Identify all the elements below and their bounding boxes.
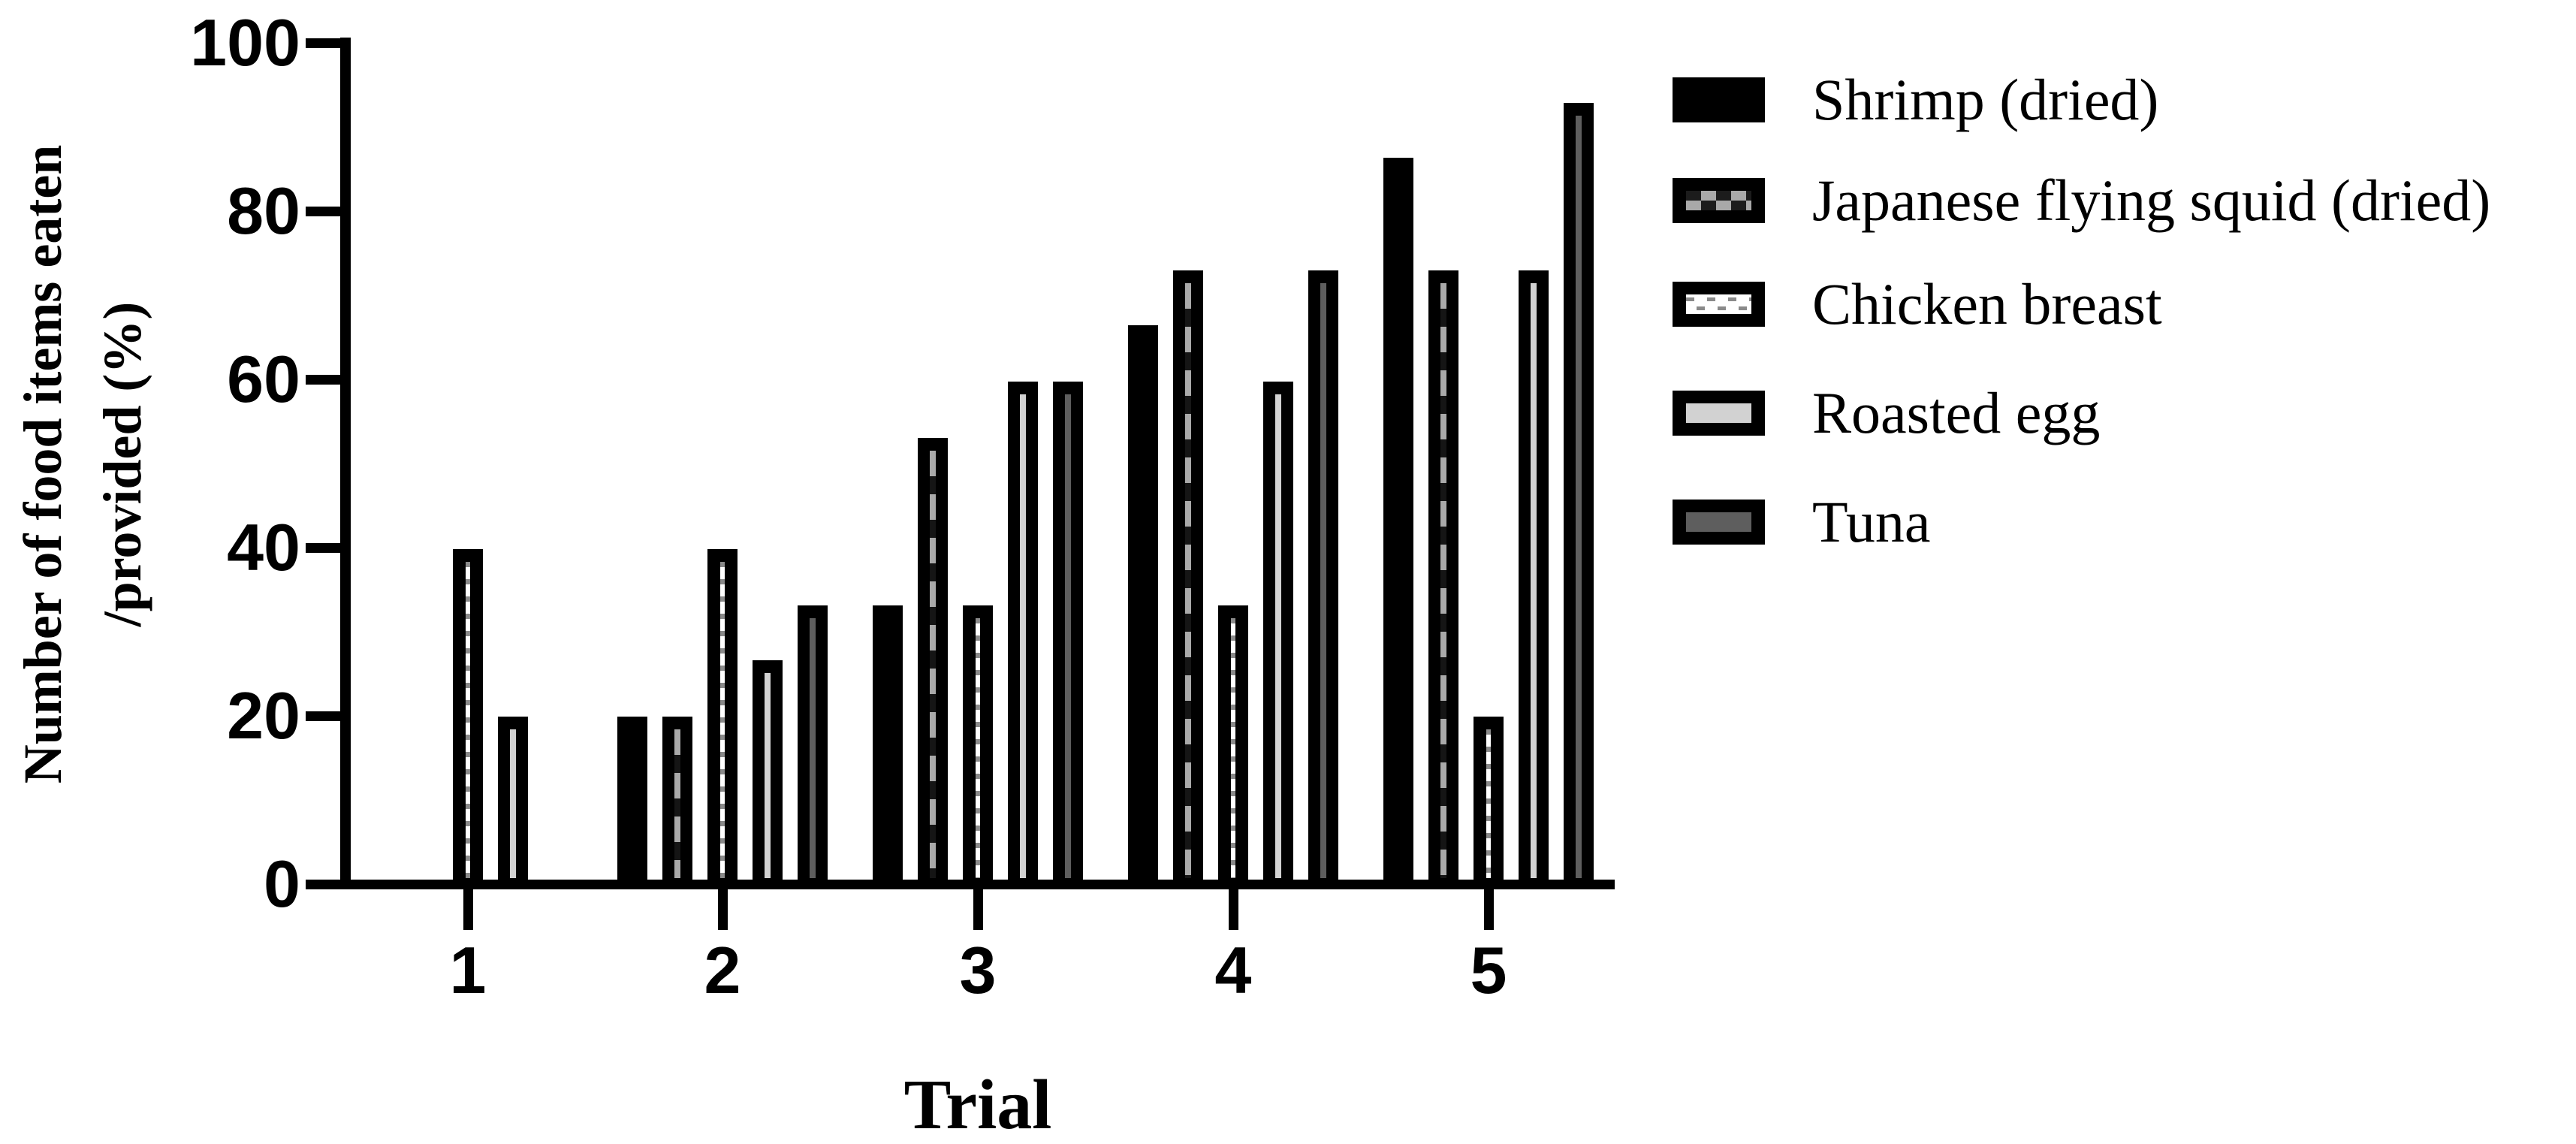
- bar-stripe: [1576, 116, 1582, 878]
- bar-stripe: [1275, 394, 1281, 878]
- x-tick: [1229, 889, 1238, 930]
- y-tick-label: 80: [227, 174, 300, 248]
- bar: [1053, 382, 1083, 884]
- bar: [753, 660, 783, 884]
- x-tick: [973, 889, 983, 930]
- legend-swatch: [1673, 282, 1765, 327]
- bar: [798, 605, 828, 884]
- legend-label: Chicken breast: [1812, 271, 2162, 337]
- x-tick: [1484, 889, 1494, 930]
- bar-stripe: [1231, 618, 1235, 878]
- legend-swatch: [1673, 391, 1765, 436]
- bar: [1263, 382, 1293, 884]
- bar: [1173, 270, 1203, 884]
- legend-swatch: [1673, 77, 1765, 122]
- x-axis-line: [340, 880, 1615, 889]
- bar: [1008, 382, 1038, 884]
- y-tick: [306, 543, 340, 553]
- y-tick-label: 40: [227, 510, 300, 584]
- bar-stripe: [720, 562, 725, 878]
- bar: [662, 717, 692, 884]
- bar: [1428, 270, 1458, 884]
- bar-stripe: [810, 618, 816, 878]
- x-tick: [463, 889, 473, 930]
- y-tick-label: 100: [190, 5, 300, 80]
- bar: [918, 438, 948, 884]
- bar: [873, 605, 903, 884]
- bar: [1308, 270, 1338, 884]
- y-axis-title-line1: Number of food items eaten: [13, 144, 73, 784]
- bar-stripe: [976, 618, 980, 878]
- bar: [453, 549, 483, 884]
- bar: [707, 549, 738, 884]
- x-axis-title: Trial: [903, 1066, 1052, 1144]
- bar-stripe: [930, 451, 936, 878]
- y-tick-label: 20: [227, 678, 300, 753]
- bar-stripe: [1440, 283, 1446, 878]
- bar-stripe: [1486, 729, 1491, 878]
- x-tick-label: 5: [1470, 933, 1507, 1007]
- x-tick-label: 2: [704, 933, 741, 1007]
- x-tick-label: 3: [959, 933, 997, 1007]
- bar: [1519, 270, 1549, 884]
- bar: [1218, 605, 1248, 884]
- bar: [1474, 717, 1504, 884]
- bar: [1564, 103, 1594, 884]
- bar-stripe: [1531, 283, 1537, 878]
- bar-stripe: [1065, 394, 1071, 878]
- bar: [1128, 325, 1158, 884]
- legend-label: Tuna: [1812, 489, 1931, 554]
- x-tick-label: 4: [1214, 933, 1252, 1007]
- y-tick: [306, 375, 340, 385]
- y-tick-label: 60: [227, 342, 300, 416]
- bar: [498, 717, 528, 884]
- bar: [617, 717, 647, 884]
- bar: [1383, 158, 1413, 884]
- y-tick: [306, 207, 340, 216]
- y-tick-label: 0: [264, 847, 300, 921]
- legend-swatch: [1673, 500, 1765, 545]
- bar: [963, 605, 993, 884]
- x-tick: [718, 889, 728, 930]
- bar-stripe: [1020, 394, 1026, 878]
- y-tick: [306, 38, 340, 48]
- bar-stripe: [765, 673, 771, 878]
- legend-label: Japanese flying squid (dried): [1812, 168, 2491, 233]
- bar-stripe: [510, 729, 516, 878]
- y-axis-line: [340, 38, 351, 889]
- y-tick: [306, 880, 340, 889]
- legend-swatch-pattern: [1686, 294, 1751, 314]
- legend-swatch-pattern: [1686, 403, 1751, 423]
- legend-swatch-pattern: [1686, 191, 1751, 210]
- legend-swatch: [1673, 178, 1765, 223]
- bar-stripe: [466, 562, 470, 878]
- legend-label: Shrimp (dried): [1812, 67, 2159, 132]
- bar-stripe: [1185, 283, 1191, 878]
- x-tick-label: 1: [449, 933, 487, 1007]
- bar-stripe: [674, 729, 680, 878]
- legend-label: Roasted egg: [1812, 380, 2101, 445]
- bar-stripe: [1320, 283, 1326, 878]
- legend-swatch-pattern: [1686, 512, 1751, 532]
- y-tick: [306, 711, 340, 721]
